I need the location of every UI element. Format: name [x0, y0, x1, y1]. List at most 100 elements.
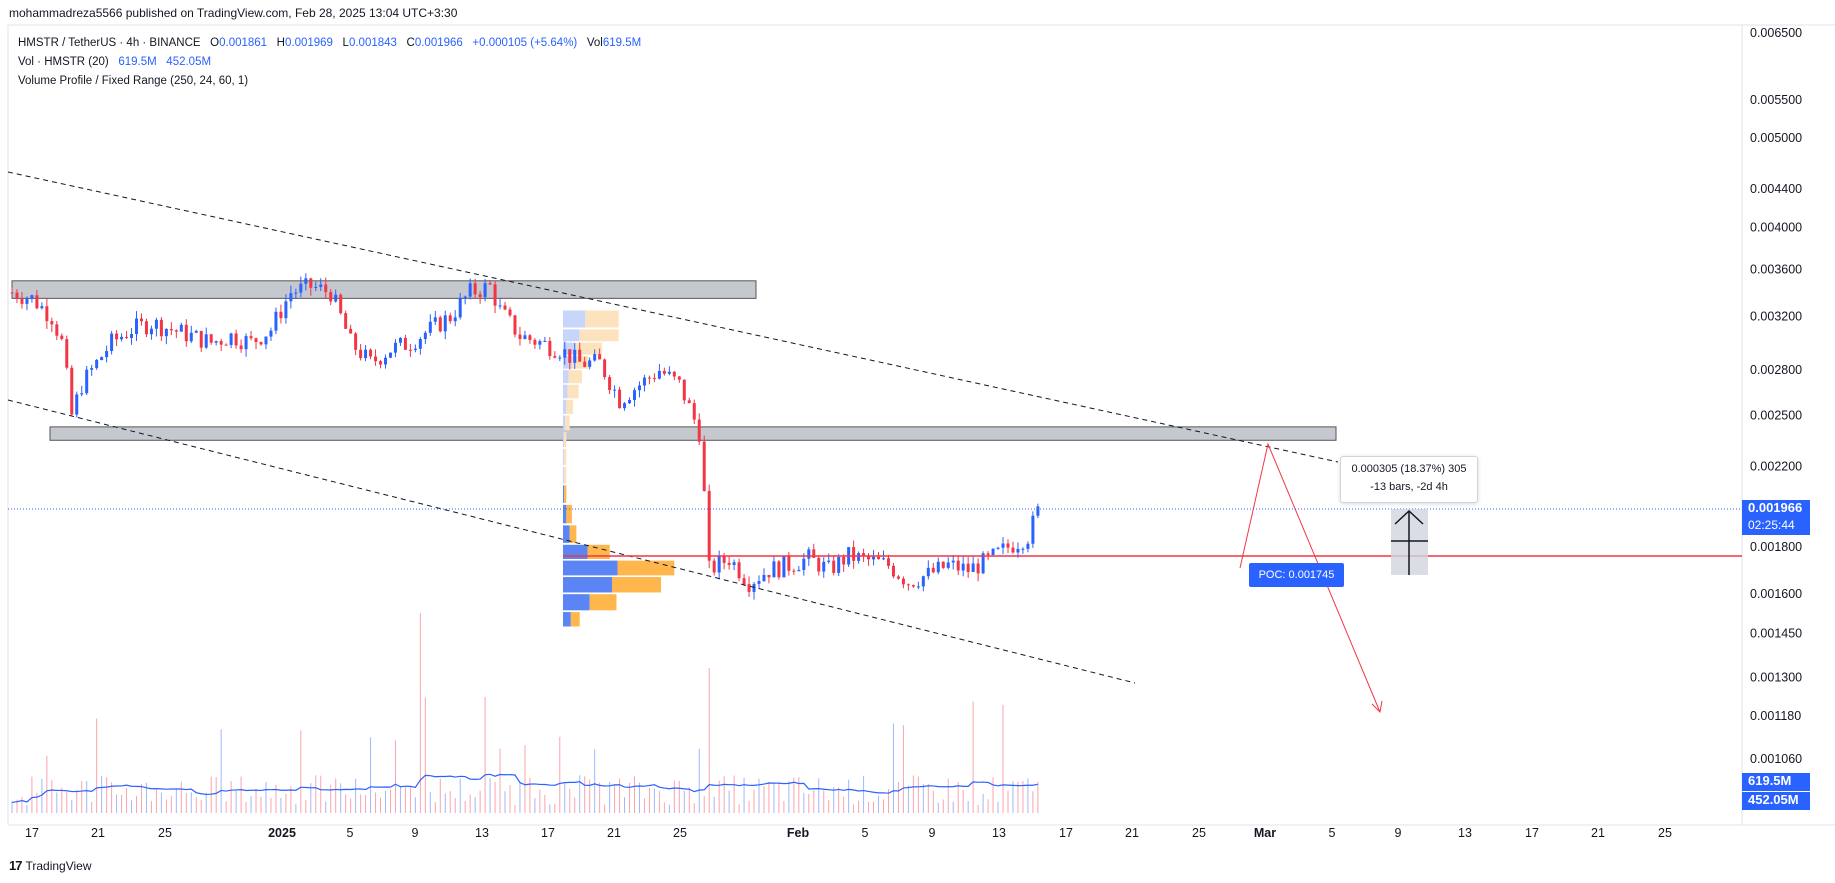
candle-body: [797, 569, 801, 572]
candle-body: [329, 292, 333, 302]
y-tick-label: 0.004400: [1750, 182, 1802, 196]
y-tick-label: 0.001180: [1750, 709, 1801, 723]
candle-body: [453, 317, 457, 322]
candle-body: [95, 360, 99, 369]
candle-body: [279, 311, 283, 319]
y-tick-label: 0.001800: [1750, 540, 1802, 554]
legend-symbol[interactable]: HMSTR / TetherUS · 4h · BINANCE: [18, 37, 201, 49]
candle-body: [563, 349, 567, 358]
candle-body: [712, 560, 716, 573]
candle-body: [842, 556, 846, 565]
candle-body: [105, 351, 109, 358]
legend-price-row[interactable]: HMSTR / TetherUS · 4h · BINANCE O0.00186…: [18, 34, 641, 53]
candle-body: [891, 565, 895, 577]
candle-body: [886, 558, 890, 566]
candle-body: [1036, 506, 1040, 516]
upper-trendline[interactable]: [7, 171, 1339, 463]
y-tick-label: 0.001060: [1750, 752, 1802, 766]
candle-body: [418, 339, 422, 349]
candle-body: [822, 561, 826, 572]
x-tick-label: 9: [1395, 826, 1402, 840]
candle-body: [523, 335, 527, 339]
candle-body: [508, 309, 512, 316]
candle-body: [802, 558, 806, 570]
x-tick-label: 17: [25, 826, 39, 840]
candle-body: [304, 278, 308, 284]
footer[interactable]: 17 TradingView: [9, 858, 92, 873]
candle-body: [672, 371, 676, 377]
candle-body: [737, 562, 741, 579]
candle-body: [229, 333, 233, 345]
candle-body: [921, 576, 925, 587]
candle-body: [1011, 547, 1015, 553]
candle-body: [538, 341, 542, 345]
candle-body: [214, 341, 218, 343]
profile-row-up: [563, 448, 565, 465]
profile-row-down: [564, 485, 567, 503]
candle-body: [388, 352, 392, 358]
y-tick-label: 0.003600: [1750, 263, 1802, 277]
profile-row-up: [563, 310, 586, 328]
candle-body: [817, 557, 821, 572]
candle-body: [284, 301, 288, 319]
candle-body: [219, 341, 223, 345]
candle-body: [448, 315, 452, 322]
legend-change: +0.000105 (+5.64%): [472, 37, 578, 49]
legend-c-label: C: [406, 37, 415, 49]
candle-body: [872, 556, 876, 560]
candle-body: [966, 563, 970, 572]
candle-body: [931, 567, 935, 573]
x-tick-label: 25: [673, 826, 687, 840]
candle-body: [135, 318, 138, 335]
candle-body: [164, 328, 168, 337]
legend-vol-row[interactable]: Vol · HMSTR (20) 619.5M 452.05M: [18, 53, 641, 72]
x-tick-label: 13: [475, 826, 489, 840]
y-tick-label: 0.003200: [1750, 310, 1802, 324]
lower-trendline[interactable]: [7, 399, 1136, 684]
candle-body: [513, 315, 517, 335]
poc-label[interactable]: POC: 0.001745: [1249, 563, 1344, 587]
candle-body: [642, 377, 646, 386]
legend-vp-indicator[interactable]: Volume Profile / Fixed Range (250, 24, 6…: [18, 75, 249, 87]
candle-body: [45, 306, 49, 322]
profile-row-down: [579, 329, 619, 342]
candle-body: [204, 334, 208, 348]
candle-body: [882, 558, 885, 560]
legend-vp-row[interactable]: Volume Profile / Fixed Range (250, 24, 6…: [18, 72, 641, 91]
candle-body: [224, 344, 228, 346]
profile-row-down: [567, 384, 579, 399]
legend-open: 0.001861: [219, 37, 268, 49]
candle-body: [946, 562, 950, 568]
candle-body: [244, 336, 248, 350]
candle-body: [438, 317, 442, 332]
measure-arrowhead: [1394, 509, 1424, 525]
candle-body: [603, 359, 607, 378]
profile-row-up: [563, 485, 565, 503]
candle-body: [867, 555, 871, 560]
candle-body: [468, 283, 472, 297]
sr-zone[interactable]: [11, 280, 757, 299]
sr-zone[interactable]: [49, 426, 1337, 441]
candle-body: [25, 298, 29, 304]
candle-body: [85, 369, 89, 394]
candle-body: [254, 338, 258, 343]
y-tick-label: 0.002500: [1750, 409, 1802, 423]
candle-body: [623, 403, 627, 409]
candle-body: [787, 556, 791, 571]
x-tick-label: 9: [929, 826, 936, 840]
candle-body: [772, 561, 776, 578]
candle-body: [832, 560, 836, 573]
candle-body: [159, 319, 163, 337]
candle-body: [423, 332, 427, 340]
candle-body: [65, 339, 69, 368]
candle-body: [149, 328, 153, 335]
forecast-path[interactable]: [1239, 442, 1381, 713]
profile-row-down: [564, 431, 567, 448]
profile-row-up: [563, 504, 567, 524]
candle-body: [991, 548, 995, 555]
legend-vol-indicator[interactable]: Vol · HMSTR (20): [18, 56, 109, 68]
candle-body: [354, 333, 358, 350]
candle-body: [827, 560, 831, 562]
candle-body: [662, 370, 666, 374]
